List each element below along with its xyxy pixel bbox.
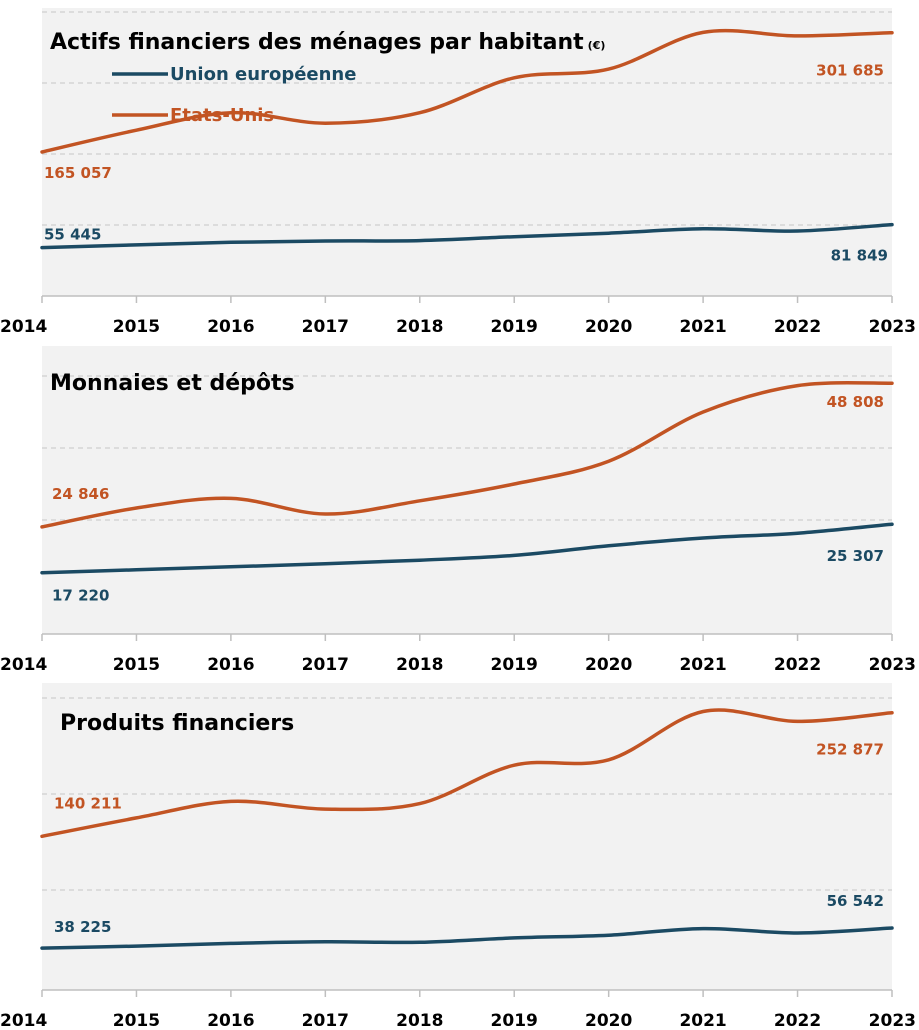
- series-line-us: [40, 708, 894, 839]
- data-label-eu: 81 849: [831, 247, 888, 265]
- x-tick-label: 2020: [585, 317, 632, 337]
- chart-title: Produits financiers: [60, 711, 294, 736]
- x-tick-label: 2021: [679, 655, 726, 675]
- x-tick-label: 2015: [113, 317, 160, 337]
- legend-label-eu: Union européenne: [170, 64, 356, 85]
- x-tick-label: 2014: [0, 317, 47, 337]
- x-tick-label: 2019: [491, 1011, 538, 1030]
- x-tick-label: 2015: [113, 1011, 160, 1030]
- x-tick-label: 2020: [585, 1011, 632, 1030]
- data-label-eu: 17 220: [52, 587, 109, 605]
- legend: Union européenne Etats-Unis: [112, 64, 356, 126]
- series-line-eu: [40, 222, 894, 250]
- data-label-eu: 55 445: [44, 226, 101, 244]
- x-tick-label: 2019: [491, 655, 538, 675]
- x-tick-label: 2023: [869, 1011, 916, 1030]
- x-tick-label: 2023: [869, 655, 916, 675]
- chart-title: Monnaies et dépôts: [50, 371, 295, 396]
- x-tick-label: 2017: [302, 655, 349, 675]
- x-tick-label: 2022: [774, 655, 821, 675]
- legend-label-us: Etats-Unis: [170, 105, 274, 126]
- x-tick-label: 2015: [113, 655, 160, 675]
- x-tick-label: 2018: [396, 655, 443, 675]
- plot-background: [42, 8, 892, 296]
- chart-panel-3: 2014 2015 2016 2017 2018 2019 2020 2021 2022 2023…: [0, 683, 916, 1030]
- x-tick-label: 2022: [774, 1011, 821, 1030]
- chart-panel-1: 2014 2015 2016 2017 2018 2019 2020 2021 2022 2023…: [0, 8, 916, 337]
- x-tick-label: 2017: [302, 317, 349, 337]
- x-tick-label: 2014: [0, 1011, 47, 1030]
- chart-panel-2: 2014 2015 2016 2017 2018 2019 2020 2021 2022 2023…: [0, 346, 916, 675]
- title-unit: (€): [588, 39, 606, 52]
- x-tick-label: 2017: [302, 1011, 349, 1030]
- x-tick-label: 2016: [207, 317, 254, 337]
- x-tick-label: 2018: [396, 317, 443, 337]
- x-tick-label: 2022: [774, 317, 821, 337]
- plot-background: [42, 346, 892, 634]
- data-label-us: 301 685: [816, 62, 884, 80]
- x-tick-label: 2021: [679, 317, 726, 337]
- x-tick-label: 2014: [0, 655, 47, 675]
- series-line-us: [40, 28, 894, 154]
- x-tick-label: 2021: [679, 1011, 726, 1030]
- x-tick-label: 2023: [869, 317, 916, 337]
- data-label-us: 165 057: [44, 164, 112, 182]
- data-label-us: 24 846: [52, 485, 109, 503]
- x-tick-label: 2019: [491, 317, 538, 337]
- data-label-eu: 25 307: [827, 547, 884, 565]
- data-label-eu: 56 542: [827, 892, 884, 910]
- series-line-us: [40, 381, 894, 529]
- x-tick-label: 2016: [207, 1011, 254, 1030]
- data-label-us: 140 211: [54, 794, 122, 812]
- series-line-eu: [40, 926, 894, 950]
- x-tick-label: 2018: [396, 1011, 443, 1030]
- data-label-us: 252 877: [816, 741, 884, 759]
- x-tick-label: 2016: [207, 655, 254, 675]
- x-tick-label: 2020: [585, 655, 632, 675]
- series-line-eu: [40, 522, 894, 575]
- data-label-eu: 38 225: [54, 918, 111, 936]
- chart-title: Actifs financiers des ménages par habita…: [50, 30, 605, 55]
- data-label-us: 48 808: [827, 393, 884, 411]
